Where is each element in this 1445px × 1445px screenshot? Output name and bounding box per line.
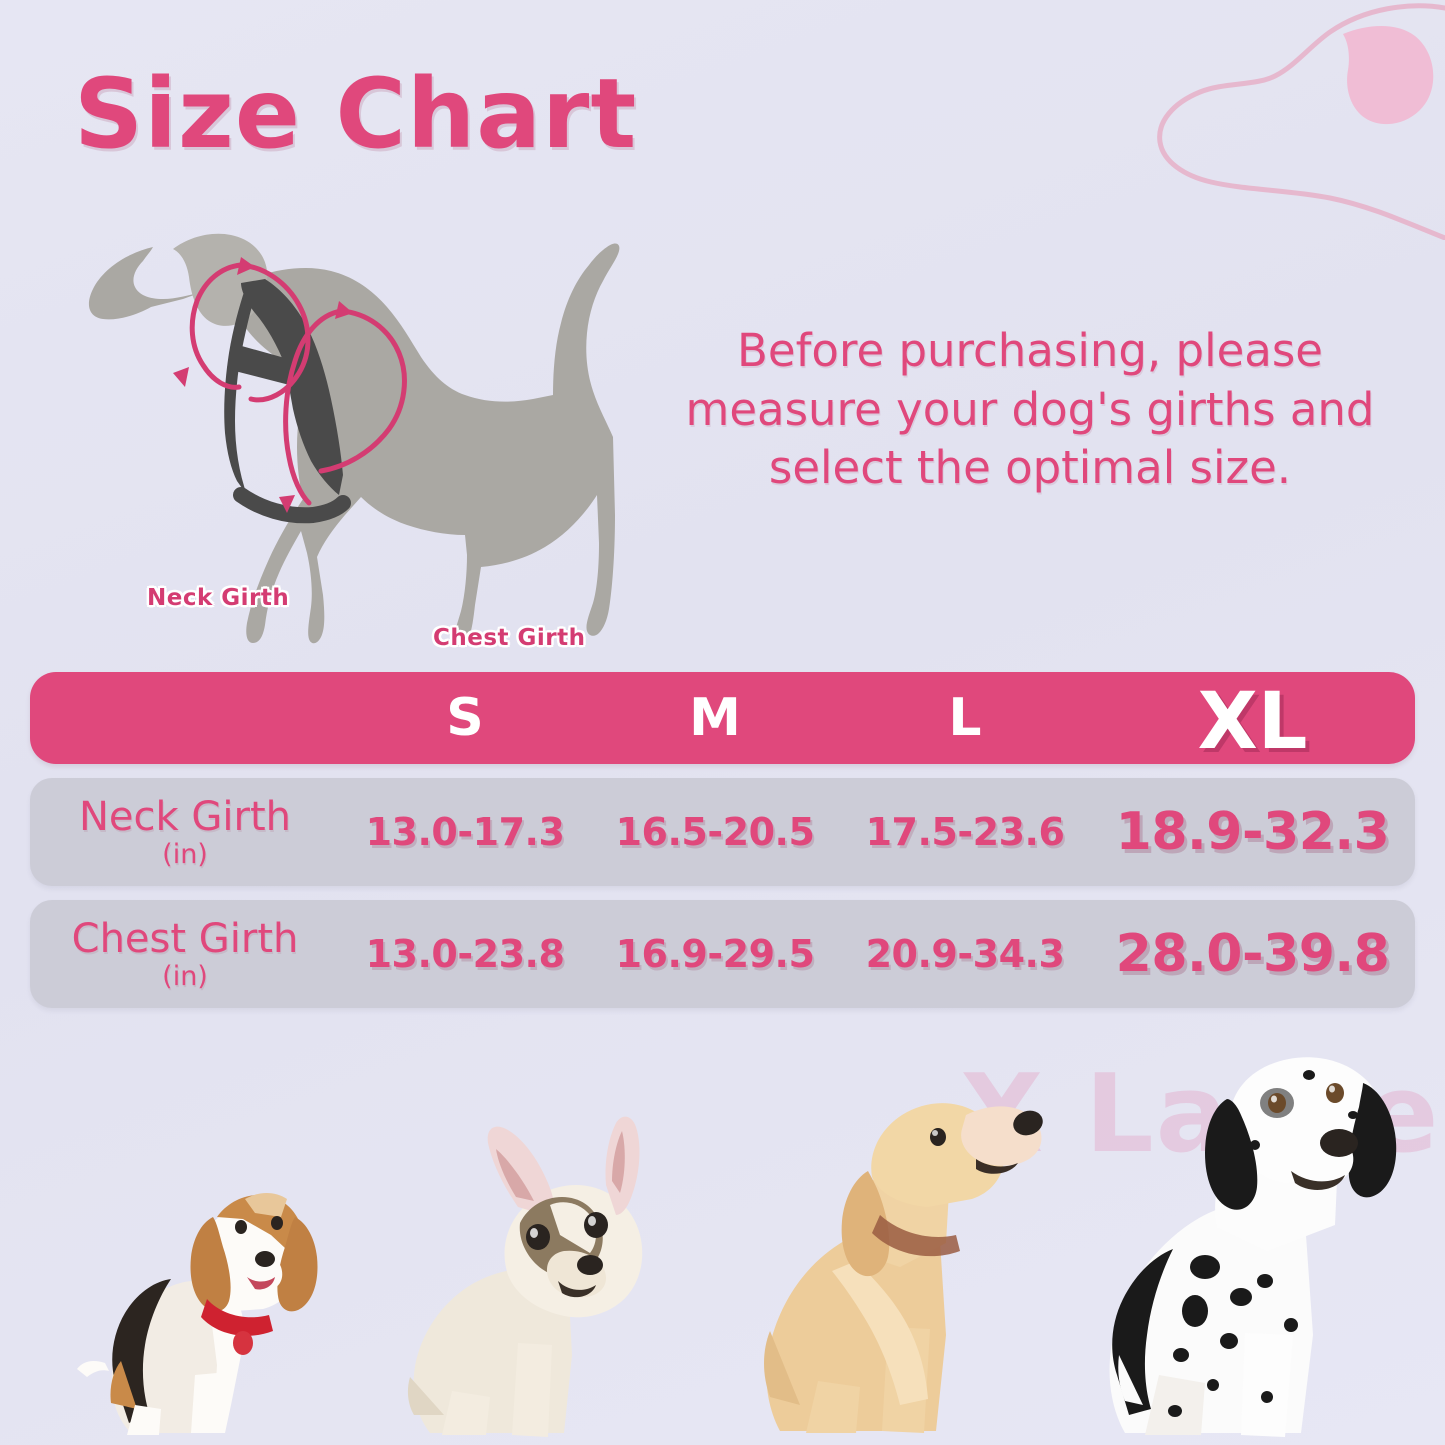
chest-girth-diagram-label: Chest Girth xyxy=(433,625,586,651)
row-label-unit: (in) xyxy=(162,838,208,870)
dog-photo-strip xyxy=(0,1040,1445,1445)
cell-neck-l: 17.5-23.6 xyxy=(865,810,1065,854)
dog-photo-beagle xyxy=(75,1165,375,1445)
row-label-neck-girth: Neck Girth (in) xyxy=(30,797,340,868)
row-label-text: Chest Girth xyxy=(71,915,299,962)
cell-neck-s: 13.0-17.3 xyxy=(365,810,565,854)
dog-photo-french-bulldog xyxy=(400,1115,720,1445)
header-cell-s: S xyxy=(446,688,484,748)
table-row: Chest Girth (in) 13.0-23.8 16.9-29.5 20.… xyxy=(30,900,1415,1008)
decorative-dog-outline xyxy=(1115,0,1445,241)
table-header-row: S M L XL xyxy=(30,672,1415,764)
cell-chest-l: 20.9-34.3 xyxy=(865,932,1065,976)
cell-chest-s: 13.0-23.8 xyxy=(365,932,565,976)
row-label-unit: (in) xyxy=(162,960,208,992)
header-cell-l: L xyxy=(948,688,982,748)
dog-photo-dalmatian xyxy=(1095,1045,1435,1445)
intro-text: Before purchasing, please measure your d… xyxy=(685,324,1375,494)
header-cell-xl: XL xyxy=(1197,677,1308,767)
table-row: Neck Girth (in) 13.0-17.3 16.5-20.5 17.5… xyxy=(30,778,1415,886)
dog-photo-golden-retriever xyxy=(760,1075,1090,1445)
cell-chest-xl: 28.0-39.8 xyxy=(1115,924,1390,984)
measurement-diagram: Neck Girth Chest Girth xyxy=(55,195,685,665)
neck-girth-diagram-label: Neck Girth xyxy=(147,585,290,611)
row-label-text: Neck Girth xyxy=(79,793,291,840)
cell-chest-m: 16.9-29.5 xyxy=(615,932,815,976)
cell-neck-m: 16.5-20.5 xyxy=(615,810,815,854)
size-table: S M L XL Neck Girth (in) 13.0-17.3 16.5-… xyxy=(30,672,1415,1008)
cell-neck-xl: 18.9-32.3 xyxy=(1115,802,1390,862)
page-title: Size Chart xyxy=(74,58,638,170)
row-label-chest-girth: Chest Girth (in) xyxy=(30,919,340,990)
header-cell-m: M xyxy=(689,688,741,748)
